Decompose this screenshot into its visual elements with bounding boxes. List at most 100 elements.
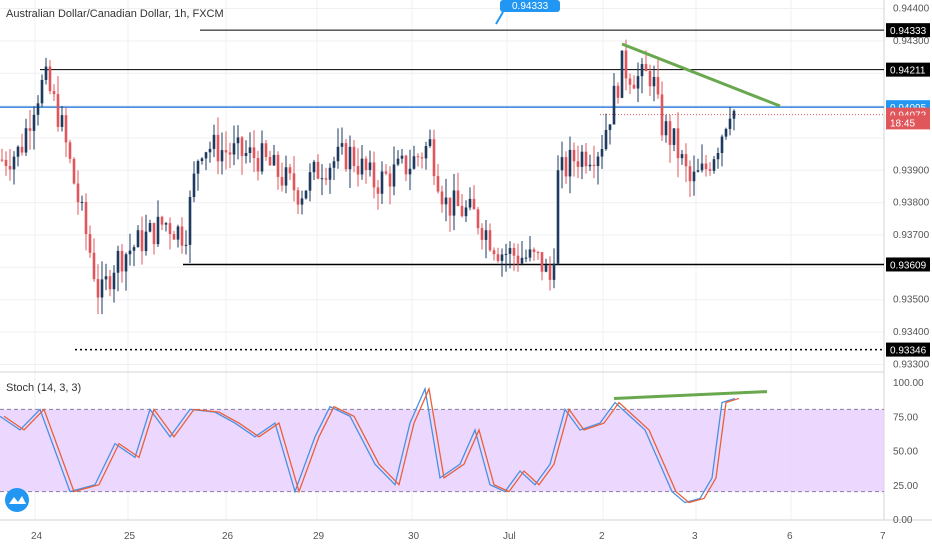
candle-body: [440, 191, 444, 205]
candle-body: [0, 159, 4, 161]
time-tick-label: 29: [313, 531, 325, 542]
candle-body: [484, 230, 488, 240]
price-levels: [0, 29, 884, 351]
time-tick-label: Jul: [503, 531, 516, 542]
price-level-label: 18:45: [890, 118, 915, 129]
candle-body: [564, 157, 568, 177]
candle-body: [120, 250, 124, 272]
candle-body: [32, 114, 36, 131]
candle-body: [152, 223, 156, 245]
tradingview-logo-icon[interactable]: [5, 488, 29, 512]
candle-body: [368, 162, 372, 170]
candle-body: [536, 252, 540, 254]
candle-body: [332, 161, 336, 168]
time-tick-label: 3: [692, 531, 698, 542]
price-level-badge: 0.94211: [886, 62, 930, 77]
candle-body: [284, 167, 288, 186]
candle-body: [324, 178, 328, 180]
candle-body: [436, 176, 440, 192]
candle-body: [372, 162, 376, 188]
candle-body: [532, 249, 536, 253]
candle-body: [384, 171, 388, 174]
candle-body: [220, 150, 224, 162]
candle-body: [352, 146, 356, 167]
candle-body: [684, 154, 688, 167]
stoch-band: [0, 409, 884, 492]
candle-body: [480, 228, 484, 240]
candle-body: [176, 226, 180, 240]
candle-body: [700, 163, 704, 171]
candle-body: [528, 249, 532, 258]
candle-body: [8, 165, 12, 170]
stoch-axis: 100.00 75.00 50.00 25.00 0.00: [893, 378, 924, 526]
price-level-badge-bg: [886, 23, 930, 38]
candle-body: [540, 252, 544, 272]
candle-body: [108, 276, 112, 290]
price-level-badge-bg: [886, 62, 930, 77]
candle-body: [544, 264, 548, 272]
candle-body: [568, 149, 572, 177]
candle-body: [612, 85, 616, 125]
candle-body: [512, 248, 516, 256]
candle-body: [40, 79, 44, 104]
candle-body: [296, 190, 300, 205]
candle-body: [600, 149, 604, 157]
candle-body: [732, 110, 736, 119]
time-tick-label: 2: [599, 531, 605, 542]
candle-body: [132, 247, 136, 251]
candle-body: [400, 155, 404, 159]
candle-body: [140, 230, 144, 252]
candle-body: [380, 171, 384, 194]
candle-body: [376, 187, 380, 194]
candle-body: [16, 146, 20, 157]
candle-body: [488, 230, 492, 251]
candle-body: [160, 216, 164, 225]
candle-body: [344, 143, 348, 170]
time-tick-label: 30: [408, 531, 420, 542]
price-tick-label: 0.93900: [893, 165, 930, 176]
candle-body: [728, 118, 732, 129]
candle-body: [592, 164, 596, 167]
candle-body: [248, 147, 252, 153]
candle-body: [100, 279, 104, 298]
candle-body: [524, 257, 528, 259]
candle-body: [580, 151, 584, 167]
candle-body: [168, 223, 172, 235]
candle-body: [444, 197, 448, 205]
candle-body: [136, 230, 140, 248]
candle-body: [104, 276, 108, 280]
candle-body: [204, 152, 208, 159]
price-tick-label: 0.93500: [893, 295, 930, 306]
price-level-label: 0.94211: [890, 66, 926, 77]
candle-body: [340, 143, 344, 147]
candle-body: [388, 173, 392, 187]
price-tick-label: 0.94300: [893, 36, 930, 47]
candle-body: [584, 151, 588, 167]
candle-body: [432, 139, 436, 177]
candle-body: [656, 76, 660, 95]
candle-body: [456, 190, 460, 206]
time-tick-label: 7: [880, 531, 886, 542]
candle-body: [336, 146, 340, 162]
price-tick-label: 0.93300: [893, 359, 930, 370]
candle-body: [164, 223, 168, 225]
candle-body: [668, 121, 672, 145]
candle-body: [304, 190, 308, 199]
time-tick-label: 25: [124, 531, 136, 542]
trendline-layer: [621, 42, 781, 108]
candle-body: [308, 172, 312, 191]
candle-body: [208, 148, 212, 153]
candle-body: [632, 84, 636, 89]
stoch-k-line: [0, 386, 736, 504]
candle-body: [396, 158, 400, 165]
candle-body: [92, 252, 96, 280]
top-callout[interactable]: 0.94333: [495, 0, 560, 25]
candle-body: [156, 216, 160, 245]
candle-body: [660, 94, 664, 136]
candle-body: [276, 154, 280, 177]
time-tick-label: 24: [31, 531, 43, 542]
candle-body: [96, 279, 100, 298]
candle-body: [64, 115, 68, 143]
candle-body: [636, 76, 640, 89]
